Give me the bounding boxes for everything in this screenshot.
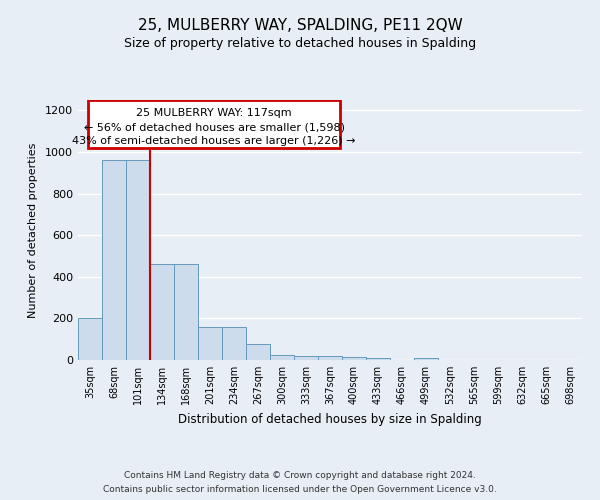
Y-axis label: Number of detached properties: Number of detached properties	[28, 142, 38, 318]
Text: ← 56% of detached houses are smaller (1,598): ← 56% of detached houses are smaller (1,…	[83, 122, 344, 132]
Text: Contains HM Land Registry data © Crown copyright and database right 2024.: Contains HM Land Registry data © Crown c…	[124, 471, 476, 480]
Bar	[318, 356, 342, 360]
Bar	[198, 326, 222, 360]
Bar	[222, 326, 246, 360]
Text: 43% of semi-detached houses are larger (1,226) →: 43% of semi-detached houses are larger (…	[73, 136, 356, 146]
Text: Contains public sector information licensed under the Open Government Licence v3: Contains public sector information licen…	[103, 485, 497, 494]
Bar	[294, 356, 318, 360]
Text: 25, MULBERRY WAY, SPALDING, PE11 2QW: 25, MULBERRY WAY, SPALDING, PE11 2QW	[137, 18, 463, 32]
Bar	[78, 318, 102, 360]
Bar	[150, 264, 174, 360]
Bar	[414, 358, 438, 360]
Bar	[246, 344, 270, 360]
Text: Size of property relative to detached houses in Spalding: Size of property relative to detached ho…	[124, 38, 476, 51]
Bar	[174, 264, 198, 360]
Bar	[126, 160, 150, 360]
Bar	[270, 355, 294, 360]
X-axis label: Distribution of detached houses by size in Spalding: Distribution of detached houses by size …	[178, 412, 482, 426]
Text: 25 MULBERRY WAY: 117sqm: 25 MULBERRY WAY: 117sqm	[136, 108, 292, 118]
FancyBboxPatch shape	[88, 100, 340, 148]
Bar	[102, 160, 126, 360]
Bar	[366, 358, 390, 360]
Bar	[342, 357, 366, 360]
